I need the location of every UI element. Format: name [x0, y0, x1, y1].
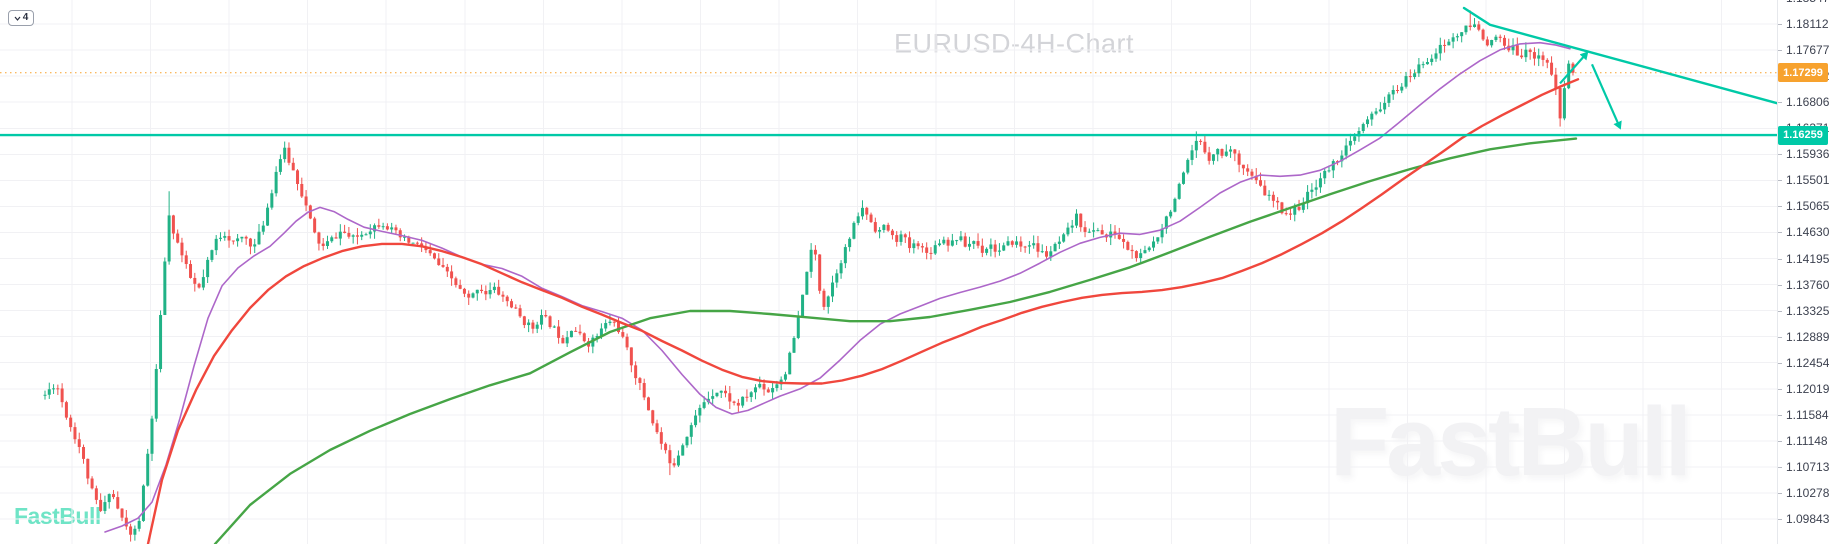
arrow-down-annotation[interactable]	[1590, 63, 1622, 130]
price-tick-label: 1.15936	[1786, 147, 1829, 162]
ma-long-green-line	[213, 137, 1578, 544]
price-tick-mark	[1778, 154, 1782, 156]
price-tick-mark	[1778, 414, 1782, 416]
current-price-badge: 1.17299	[1778, 63, 1828, 83]
chevron-down-icon	[14, 16, 21, 21]
price-tick-label: 1.11584	[1786, 407, 1829, 422]
price-tick-label: 1.15065	[1786, 199, 1829, 214]
price-tick-mark	[1778, 336, 1782, 338]
brand-watermark-large: FastBull	[1330, 387, 1692, 496]
price-tick-mark	[1778, 519, 1782, 520]
price-tick-mark	[1778, 492, 1782, 494]
price-tick-mark	[1778, 206, 1782, 208]
price-tick-label: 1.18112	[1786, 17, 1829, 32]
price-tick-label: 1.16806	[1786, 95, 1829, 110]
price-tick-mark	[1778, 388, 1782, 390]
price-tick-mark	[1778, 102, 1782, 104]
price-tick-mark	[1778, 24, 1782, 26]
price-tick-mark	[1778, 50, 1782, 52]
price-tick-label: 1.12019	[1786, 381, 1829, 396]
price-tick-mark	[1778, 466, 1782, 468]
price-tick-mark	[1778, 284, 1782, 286]
descending-trendline[interactable]	[1462, 6, 1779, 105]
price-tick-label: 1.10278	[1786, 485, 1829, 500]
price-tick-label: 1.11148	[1786, 433, 1828, 448]
price-tick-label: 1.14195	[1786, 251, 1829, 266]
price-tick-label: 1.12454	[1786, 355, 1829, 370]
candlesticks	[43, 10, 1575, 542]
price-tick-label: 1.13760	[1786, 277, 1829, 292]
indicator-collapse-button[interactable]: 4	[8, 10, 34, 26]
ma-mid-red-line	[146, 78, 1580, 544]
price-tick-label: 1.09843	[1786, 512, 1829, 526]
price-tick-mark	[1778, 310, 1782, 312]
indicator-count-label: 4	[22, 12, 29, 23]
price-tick-label: 1.14630	[1786, 225, 1829, 240]
price-tick-mark	[1778, 180, 1782, 182]
price-tick-label: 1.10713	[1786, 459, 1829, 474]
arrow-up-annotation[interactable]	[1559, 51, 1589, 85]
support-price-badge: 1.16259	[1778, 125, 1828, 145]
price-tick-mark	[1778, 440, 1782, 442]
price-tick-mark	[1778, 258, 1782, 260]
brand-logo: FastBull	[14, 503, 101, 529]
price-tick-label: 1.17677	[1786, 43, 1829, 58]
price-tick-label: 1.18547	[1786, 0, 1829, 5]
price-tick-mark	[1778, 232, 1782, 234]
grid-lines	[0, 0, 1777, 544]
price-tick-label: 1.13325	[1786, 303, 1829, 318]
ma-short-purple-line	[104, 41, 1571, 533]
price-tick-mark	[1778, 362, 1782, 364]
price-tick-label: 1.15501	[1786, 173, 1829, 188]
price-tick-label: 1.12889	[1786, 329, 1829, 344]
